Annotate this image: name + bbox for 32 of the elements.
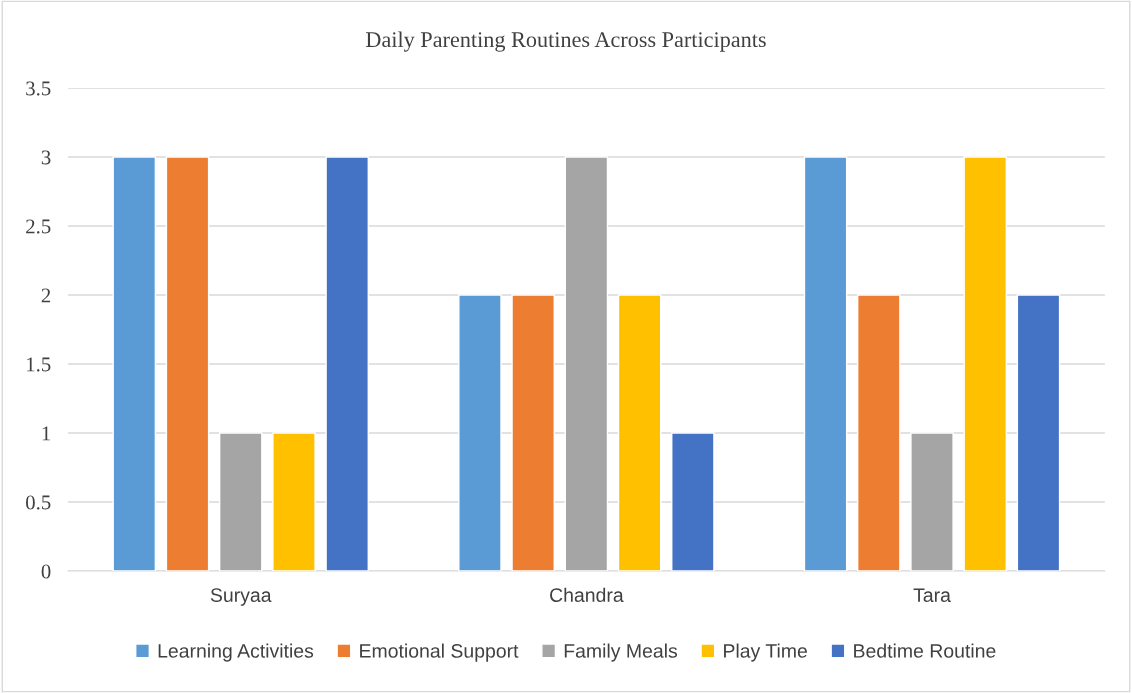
bar (325, 156, 369, 572)
bar (910, 432, 954, 572)
y-tick-label: 3.5 (26, 81, 51, 96)
y-tick-label: 1.5 (27, 357, 51, 372)
y-tick-label: 2 (41, 288, 51, 303)
legend-label: Learning Activities (158, 643, 314, 662)
bar (803, 156, 848, 572)
bar (458, 294, 502, 572)
legend-label: Play Time (724, 643, 807, 662)
chart-title: Daily Parenting Routines Across Participants (366, 31, 766, 52)
y-tick-label: 0.5 (26, 495, 51, 510)
bar (272, 432, 316, 572)
legend-label: Family Meals (564, 643, 678, 662)
bar (218, 432, 263, 572)
x-tick-label: Tara (913, 588, 951, 602)
bar (564, 156, 609, 572)
legend-label: Bedtime Routine (854, 643, 996, 658)
y-tick-label: 2.5 (26, 219, 51, 234)
bar (1016, 294, 1061, 572)
bar (617, 294, 662, 572)
y-tick-label: 1 (42, 426, 50, 441)
y-tick-label: 3 (41, 150, 51, 165)
x-tick-label: Suryaa (210, 588, 272, 606)
bar (857, 294, 901, 572)
bar (112, 156, 157, 572)
bar (963, 156, 1008, 572)
bar (165, 156, 210, 572)
bar (511, 294, 555, 572)
legend-label: Emotional Support (360, 643, 519, 662)
x-tick-label: Chandra (550, 587, 624, 602)
y-tick-label: 0 (41, 564, 51, 579)
bar (671, 432, 715, 572)
